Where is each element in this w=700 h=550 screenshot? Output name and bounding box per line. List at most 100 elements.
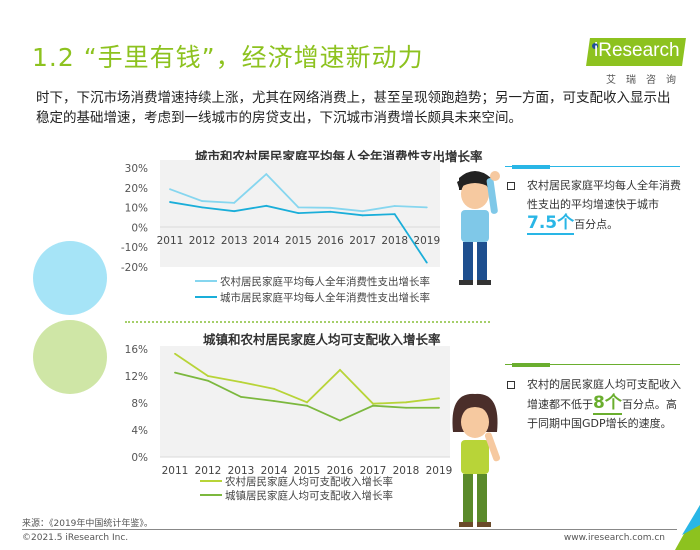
page-title: 1.2 “手里有钱”，经济增速新动力 — [32, 43, 424, 72]
data-point — [425, 206, 428, 209]
note2-highlight: 8个 — [593, 393, 622, 415]
chart2-title: 城镇和农村居民家庭人均可支配收入增长率 — [203, 332, 441, 347]
x-tick-label: 2018 — [393, 465, 420, 477]
x-tick-label: 2011 — [157, 235, 184, 247]
x-tick-label: 2018 — [381, 235, 408, 247]
x-tick-label: 2011 — [162, 465, 189, 477]
boy-illustration — [457, 171, 500, 285]
note1-rule — [505, 166, 680, 167]
data-point — [233, 201, 236, 204]
note1-rule-accent — [512, 165, 550, 169]
x-tick-label: 2016 — [317, 235, 344, 247]
note1-highlight: 7.5个 — [527, 213, 575, 235]
data-point — [201, 200, 204, 202]
data-point — [438, 397, 440, 400]
y-tick-label: -20% — [121, 262, 148, 274]
legend-label: 农村居民家庭平均每人全年消费性支出增长率 — [220, 275, 430, 288]
x-tick-label: 2017 — [360, 465, 387, 477]
data-point — [361, 210, 364, 213]
copyright: ©2021.5 iResearch Inc. — [22, 533, 129, 543]
logo-dot — [592, 43, 598, 49]
data-point — [273, 387, 275, 390]
x-tick-label: 2017 — [349, 235, 376, 247]
legend-label: 农村居民家庭人均可支配收入增长率 — [225, 475, 393, 488]
x-tick-label: 2012 — [195, 465, 222, 477]
data-point — [240, 396, 242, 398]
data-point — [273, 400, 275, 402]
data-point — [372, 402, 374, 405]
data-point — [329, 206, 332, 209]
data-point — [425, 261, 428, 264]
note2-text: 农村的居民家庭人均可支配收入增速都不低于8个百分点。高于同期中国GDP增长的速度… — [527, 375, 687, 433]
website-link[interactable]: www.iresearch.com.cn — [563, 533, 665, 543]
x-tick-label: 2014 — [253, 235, 280, 247]
y-tick-label: 16% — [125, 344, 148, 356]
x-tick-label: 2015 — [294, 465, 321, 477]
source-note: 来源：《2019年中国统计年鉴》。 — [22, 519, 153, 529]
y-tick-label: 20% — [125, 183, 148, 195]
y-tick-label: 0% — [131, 452, 148, 464]
y-tick-label: 4% — [131, 425, 148, 437]
y-tick-label: 0% — [131, 222, 148, 234]
data-point — [297, 206, 300, 209]
data-point — [174, 352, 176, 355]
data-point — [393, 205, 396, 207]
logo-text: iResearch — [594, 40, 680, 61]
footer-divider — [22, 529, 677, 530]
x-tick-label: 2015 — [285, 235, 312, 247]
x-tick-label: 2013 — [221, 235, 248, 247]
data-point — [372, 404, 374, 407]
data-point — [361, 214, 364, 217]
data-point — [174, 371, 176, 374]
data-point — [329, 210, 332, 213]
data-point — [405, 401, 407, 404]
decor-circle-blue — [33, 241, 107, 315]
x-tick-label: 2019 — [413, 235, 440, 247]
y-tick-label: 12% — [125, 371, 148, 383]
x-tick-label: 2012 — [189, 235, 216, 247]
girl-illustration — [452, 393, 501, 527]
y-tick-label: 30% — [125, 163, 148, 175]
x-tick-label: 2014 — [261, 465, 288, 477]
data-point — [393, 213, 396, 216]
bullet-icon — [507, 381, 515, 389]
data-point — [233, 210, 236, 213]
logo-subtitle: 艾瑞咨询 — [606, 75, 686, 86]
legend-label: 城市居民家庭平均每人全年消费性支出增长率 — [220, 291, 430, 304]
data-point — [438, 406, 440, 409]
data-point — [201, 206, 204, 209]
x-tick-label: 2013 — [228, 465, 255, 477]
corner-decoration — [675, 505, 700, 550]
decor-circle-green — [33, 320, 107, 394]
note2-post: 百分点。高于同期中国GDP增长的速度。 — [527, 398, 677, 430]
y-tick-label: -10% — [121, 242, 148, 254]
data-point — [207, 379, 209, 382]
data-point — [169, 201, 171, 203]
note2-rule — [505, 364, 680, 365]
x-tick-label: 2019 — [426, 465, 453, 477]
y-tick-label: 8% — [131, 398, 148, 410]
data-point — [339, 419, 341, 422]
legend-label: 城镇居民家庭人均可支配收入增长率 — [225, 489, 393, 502]
section-divider — [125, 321, 490, 323]
note2-pre: 农村的居民家庭人均可支配收入增速都不低于 — [527, 378, 681, 411]
note2-rule-accent — [512, 363, 550, 367]
note1-pre: 农村居民家庭平均每人全年消费性支出的平均增速快于城市 — [527, 179, 681, 211]
data-point — [306, 401, 308, 404]
note1-text: 农村居民家庭平均每人全年消费性支出的平均增速快于城市7.5个百分点。 — [527, 176, 687, 235]
data-point — [405, 406, 407, 409]
note1-post: 百分点。 — [574, 218, 619, 231]
data-point — [240, 381, 242, 383]
intro-paragraph: 时下，下沉市场消费增速持续上涨，尤其在网络消费上，甚至呈现领跑趋势；另一方面，可… — [36, 90, 671, 126]
data-point — [306, 404, 308, 407]
x-tick-label: 2016 — [327, 465, 354, 477]
data-point — [339, 369, 341, 371]
y-tick-label: 10% — [125, 203, 148, 215]
data-point — [207, 375, 209, 377]
bullet-icon — [507, 182, 515, 190]
data-point — [169, 188, 171, 191]
data-point — [297, 212, 300, 215]
data-point — [265, 173, 268, 176]
data-point — [265, 204, 268, 207]
